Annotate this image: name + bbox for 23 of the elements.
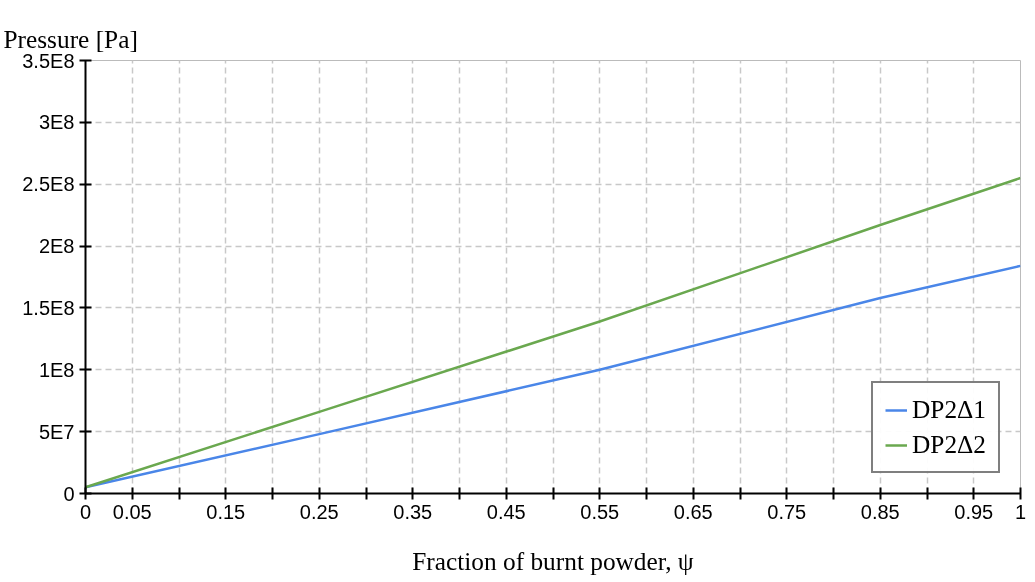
x-tick-label: 0.45 xyxy=(486,500,526,523)
x-tick-label: 1 xyxy=(1014,500,1027,523)
x-tick-label: 0.35 xyxy=(393,500,433,523)
x-tick-label: 0.55 xyxy=(580,500,620,523)
y-tick-label: 2E8 xyxy=(38,235,75,258)
x-tick-label: 0.75 xyxy=(767,500,807,523)
x-tick-label: 0.25 xyxy=(299,500,339,523)
x-axis-title: Fraction of burnt powder, ψ xyxy=(412,546,694,575)
x-tick-label: 0.15 xyxy=(206,500,246,523)
x-tick-label: 0 xyxy=(79,500,92,523)
x-tick-label: 0.85 xyxy=(860,500,900,523)
legend-label: DP2Δ1 xyxy=(912,395,986,424)
line-series xyxy=(85,176,1021,489)
y-tick-label: 3E8 xyxy=(38,111,75,134)
y-tick-label: 1.5E8 xyxy=(22,296,75,319)
x-tick-label: 0.05 xyxy=(112,500,152,523)
y-tick-label: 5E7 xyxy=(38,420,75,443)
y-tick-label: 1E8 xyxy=(38,358,75,381)
x-tick-label: 0.95 xyxy=(954,500,994,523)
y-tick-label: 0 xyxy=(63,482,75,505)
x-tick-label: 0.65 xyxy=(673,500,713,523)
legend-label: DP2Δ2 xyxy=(912,430,986,459)
y-tick-label: 2.5E8 xyxy=(22,173,75,196)
